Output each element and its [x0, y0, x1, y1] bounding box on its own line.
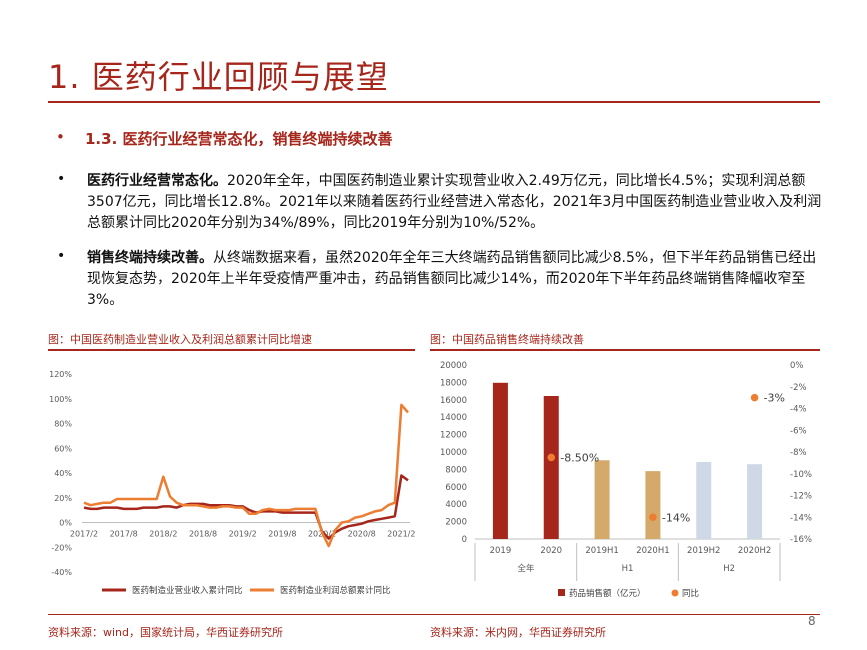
x-category-label: 2020H1: [636, 546, 669, 556]
x-category-label: 2020: [540, 546, 562, 556]
x-tick-label: 2020/8: [348, 530, 376, 539]
right-figure-caption: 图：中国药品销售终端持续改善: [430, 333, 584, 346]
legend-label: 医药制造业营业收入累计同比: [132, 585, 243, 596]
y-left-tick-label: 12000: [440, 431, 467, 441]
legend-label: 药品销售额（亿元）: [569, 588, 646, 599]
line-chart-revenue-profit: 120% 100% 80% 60% 40% 20% 0% -20% -40% 2017/2 2017…: [49, 370, 415, 596]
bar-chart-drug-sales: 2000018000160001400012000100008000600040…: [440, 361, 812, 599]
group-label: 全年: [517, 563, 535, 574]
x-tick-label: 2021/2: [387, 530, 415, 539]
x-tick-label: 2019/2: [229, 530, 257, 539]
y-right-tick-label: -6%: [790, 426, 807, 436]
y-tick-label: 20%: [54, 494, 72, 503]
y-tick-label: -20%: [51, 543, 72, 552]
x-category-label: 2019H1: [585, 546, 618, 556]
yoy-point: [750, 393, 759, 402]
bar: [492, 382, 508, 539]
x-category-label: 2020H2: [738, 546, 771, 556]
footer-rule: [48, 614, 820, 615]
paragraph-lead: 销售终端持续改善。: [87, 250, 213, 266]
right-source: 资料来源：米内网，华西证券研究所: [430, 626, 606, 639]
y-left-tick-label: 4000: [445, 500, 467, 510]
legend-swatch-sales: [558, 589, 565, 596]
y-left-tick-label: 8000: [445, 465, 467, 475]
yoy-data-label: -14%: [662, 511, 690, 524]
y-tick-label: -40%: [51, 568, 72, 577]
group-label: H1: [622, 564, 634, 574]
paragraph-lead: 医药行业经营常态化。: [87, 173, 227, 189]
x-category-label: 2019H2: [687, 546, 720, 556]
paragraph-operations: 医药行业经营常态化。2020年全年，中国医药制造业累计实现营业收入2.49万亿元…: [87, 171, 822, 234]
yoy-data-label: -3%: [764, 392, 785, 405]
bar: [543, 395, 559, 539]
bar: [747, 464, 763, 539]
left-figure-caption: 图：中国医药制造业营业收入及利润总额累计同比增速: [48, 333, 312, 346]
bar: [645, 471, 661, 539]
paragraph-text: 2020年全年，中国医药制造业累计实现营业收入2.49万亿元，同比增长4.5%；…: [87, 173, 822, 231]
x-tick-label: 2018/8: [189, 530, 217, 539]
paragraph-sales: 销售终端持续改善。从终端数据来看，虽然2020年全年三大终端药品销售额同比减少8…: [87, 248, 822, 311]
series-line-profit: [83, 403, 409, 548]
title-divider: [48, 101, 820, 103]
yoy-point: [649, 513, 657, 522]
yoy-data-label: -8.50%: [560, 451, 599, 464]
y-right-tick-label: -2%: [790, 383, 807, 393]
legend-label: 同比: [682, 588, 699, 599]
series-line-revenue: [83, 474, 409, 540]
group-label: H2: [723, 564, 735, 574]
legend-label: 医药制造业利润总额累计同比: [280, 585, 391, 596]
y-right-tick-label: 0%: [790, 361, 804, 371]
bar: [594, 460, 610, 539]
section-heading: 1.3. 医药行业经营常态化，销售终端持续改善: [85, 130, 393, 148]
y-left-tick-label: 20000: [440, 361, 467, 371]
y-left-tick-label: 6000: [445, 483, 467, 493]
section-bullet: •: [56, 128, 65, 146]
legend-swatch-yoy: [671, 589, 679, 597]
right-caption-rule: [430, 349, 820, 351]
x-tick-label: 2017/2: [70, 530, 98, 539]
y-right-tick-label: -14%: [790, 513, 812, 523]
y-right-tick-label: -16%: [790, 535, 812, 545]
left-caption-rule: [48, 349, 415, 351]
y-left-tick-label: 0: [462, 535, 467, 545]
page-number: 8: [808, 614, 816, 628]
y-tick-label: 60%: [54, 444, 72, 453]
y-right-tick-label: -10%: [790, 470, 812, 480]
y-right-tick-label: -8%: [790, 448, 807, 458]
y-left-tick-label: 10000: [440, 448, 467, 458]
y-tick-label: 0%: [59, 519, 72, 528]
paragraph-bullet: •: [57, 171, 66, 187]
y-left-tick-label: 16000: [440, 396, 467, 406]
y-left-tick-label: 18000: [440, 378, 467, 388]
y-right-tick-label: -12%: [790, 492, 812, 502]
bar: [696, 462, 712, 539]
y-left-tick-label: 2000: [445, 518, 467, 528]
x-tick-label: 2017/8: [110, 530, 138, 539]
y-tick-label: 40%: [54, 469, 72, 478]
y-tick-label: 120%: [49, 370, 72, 379]
y-right-tick-label: -4%: [790, 405, 807, 415]
page-title: 1. 医药行业回顾与展望: [48, 58, 389, 96]
y-tick-label: 80%: [54, 420, 72, 429]
left-source: 资料来源：wind，国家统计局，华西证券研究所: [48, 626, 284, 639]
y-tick-label: 100%: [49, 395, 72, 404]
x-category-label: 2019: [490, 546, 512, 556]
yoy-point: [547, 453, 556, 462]
x-tick-label: 2019/8: [268, 530, 296, 539]
paragraph-text: 从终端数据来看，虽然2020年全年三大终端药品销售额同比减少8.5%，但下半年药…: [87, 250, 817, 308]
paragraph-bullet: •: [57, 248, 66, 264]
y-left-tick-label: 14000: [440, 413, 467, 423]
x-tick-label: 2018/2: [149, 530, 177, 539]
